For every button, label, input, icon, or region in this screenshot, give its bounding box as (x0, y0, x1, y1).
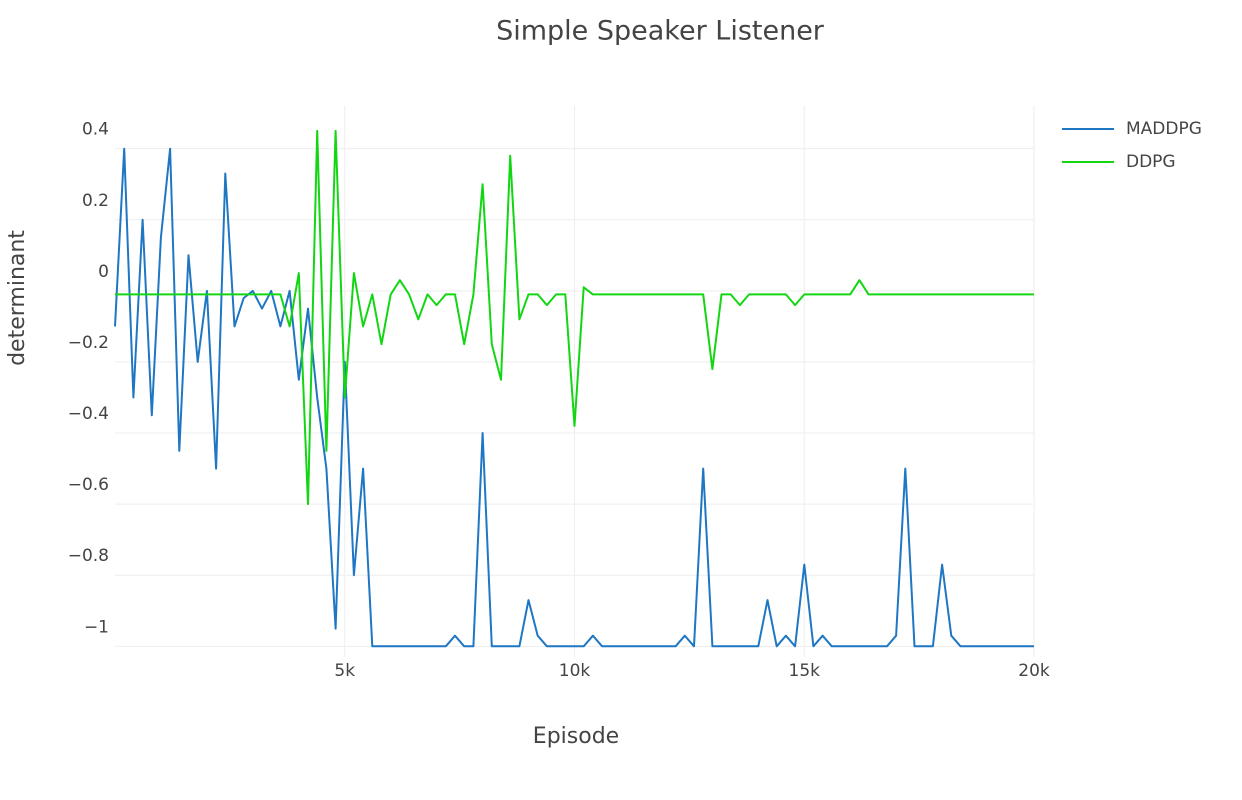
legend-label: DDPG (1126, 152, 1176, 172)
x-tick-label: 15k (789, 661, 821, 681)
y-tick-label: −0.2 (68, 333, 109, 353)
chart-title: Simple Speaker Listener (496, 16, 825, 47)
series-line (115, 129, 1034, 506)
legend-label: MADDPG (1126, 119, 1202, 139)
series-line (114, 147, 1034, 648)
y-tick-label: 0.4 (82, 120, 109, 140)
y-axis-label: determinant (5, 230, 30, 366)
y-tick-label: −1 (84, 617, 109, 637)
x-tick-label: 10k (559, 661, 591, 681)
y-tick-label: −0.4 (68, 404, 109, 424)
y-tick-label: −0.6 (68, 475, 109, 495)
x-axis-label: Episode (533, 724, 619, 749)
y-tick-label: −0.8 (68, 546, 109, 566)
y-tick-label: 0 (98, 262, 109, 282)
x-tick-label: 20k (1018, 661, 1050, 681)
y-tick-label: 0.2 (82, 191, 109, 211)
x-tick-label: 5k (334, 661, 355, 681)
